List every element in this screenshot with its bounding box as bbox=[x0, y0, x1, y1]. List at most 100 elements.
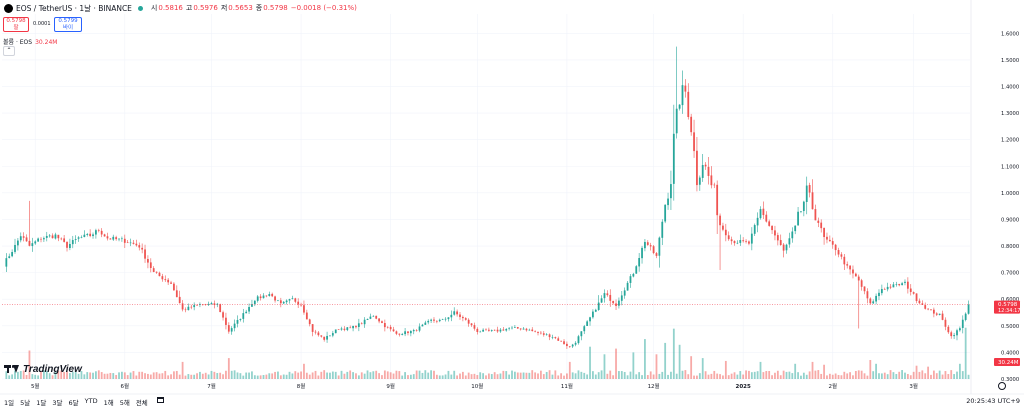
volume-bar bbox=[557, 375, 560, 379]
candle-body bbox=[285, 300, 288, 303]
volume-legend[interactable]: 볼륨 · EOS 30.24M bbox=[3, 37, 57, 46]
candle-body bbox=[464, 318, 467, 320]
volume-bar bbox=[204, 372, 207, 379]
sell-label: 팔 bbox=[13, 25, 19, 31]
volume-bar bbox=[173, 371, 175, 379]
candle-body bbox=[193, 305, 196, 308]
volume-bar bbox=[409, 374, 412, 379]
volume-bar bbox=[649, 371, 652, 379]
candle-body bbox=[86, 234, 89, 235]
volume-bar bbox=[658, 373, 661, 379]
volume-bar bbox=[808, 371, 811, 379]
range-button[interactable]: 5날 bbox=[20, 399, 31, 407]
candle-body bbox=[268, 294, 271, 296]
volume-bar bbox=[45, 371, 48, 379]
volume-bar bbox=[551, 374, 554, 379]
candle-body bbox=[646, 242, 649, 245]
volume-bar bbox=[499, 373, 502, 379]
volume-bar bbox=[938, 370, 941, 379]
price-axis[interactable]: 0.3000 0.4000 0.5000 0.6000 0.7000 0.8000 0.90… bbox=[1001, 31, 1019, 383]
candle-body bbox=[366, 318, 369, 320]
volume-bar bbox=[849, 372, 851, 379]
buy-button[interactable]: 0.5799 바이 bbox=[54, 17, 82, 32]
range-button[interactable]: YTD bbox=[84, 397, 98, 405]
volume-bar bbox=[97, 370, 100, 379]
clock[interactable]: 20:25:43 UTC+9 bbox=[966, 397, 1020, 405]
volume-bar bbox=[577, 370, 580, 379]
volume-bar bbox=[759, 361, 762, 379]
volume-bar bbox=[909, 375, 912, 379]
candle-body bbox=[852, 269, 854, 274]
volume-bar bbox=[941, 374, 944, 379]
candle-body bbox=[106, 236, 109, 239]
volume-bar bbox=[854, 371, 857, 379]
candle-body bbox=[828, 239, 831, 242]
candle-body bbox=[791, 231, 794, 239]
candle-body bbox=[722, 225, 724, 230]
time-tick-label: 10월 bbox=[471, 382, 483, 390]
calendar-icon[interactable] bbox=[156, 397, 164, 403]
volume-bar bbox=[28, 350, 31, 379]
range-button[interactable]: 1해 bbox=[103, 399, 114, 407]
range-selector: 1일 5날 1달 3달 6달 YTD 1해 5해 전체 bbox=[4, 397, 164, 407]
candle-body bbox=[438, 319, 441, 322]
candle-body bbox=[629, 276, 632, 283]
sell-price: 0.5798 bbox=[6, 18, 26, 24]
candle-body bbox=[644, 241, 646, 249]
candle-body bbox=[817, 220, 820, 223]
volume-bar bbox=[525, 372, 528, 379]
volume-bar bbox=[175, 370, 178, 379]
candle-body bbox=[225, 317, 227, 325]
time-tick-label: 9월 bbox=[386, 382, 395, 390]
volume-bar bbox=[129, 372, 132, 379]
range-button[interactable]: 3달 bbox=[52, 399, 63, 407]
range-button[interactable]: 1달 bbox=[36, 399, 47, 407]
volume-bar bbox=[459, 373, 461, 379]
range-button[interactable]: 5해 bbox=[119, 399, 130, 407]
volume-bar bbox=[83, 374, 86, 379]
candle-body bbox=[502, 329, 505, 331]
sell-button[interactable]: 0.5798 팔 bbox=[3, 17, 29, 32]
range-button[interactable]: 전체 bbox=[135, 399, 148, 407]
axis-settings-icon[interactable] bbox=[998, 382, 1006, 390]
candle-body bbox=[77, 237, 80, 239]
candle-body bbox=[883, 289, 886, 290]
volume-bar bbox=[872, 371, 875, 379]
candle-body bbox=[282, 301, 285, 304]
volume-bar bbox=[216, 373, 219, 379]
symbol-title[interactable]: EOS / TetherUS · 1날 · BINANCE bbox=[16, 3, 132, 13]
range-button[interactable]: 6달 bbox=[68, 399, 79, 407]
candle-body bbox=[412, 330, 415, 332]
candle-body bbox=[849, 265, 851, 270]
time-axis[interactable]: 5월 6월 7월 8월 9월 10월 11월 12월 2025 2월 3월 bbox=[31, 382, 918, 390]
volume-bar bbox=[609, 370, 612, 379]
volume-bar bbox=[236, 372, 239, 379]
candle-body bbox=[580, 331, 583, 337]
candle-body bbox=[958, 328, 961, 331]
candle-body bbox=[742, 240, 745, 242]
tradingview-logo[interactable]: TradingView bbox=[4, 362, 82, 376]
collapse-legend-button[interactable]: ⌃ bbox=[3, 46, 15, 56]
range-button[interactable]: 1일 bbox=[4, 399, 15, 407]
time-tick-label: 3월 bbox=[909, 382, 918, 390]
volume-bars bbox=[5, 327, 970, 379]
volume-bar bbox=[476, 375, 479, 379]
volume-bar bbox=[918, 371, 921, 379]
candle-body bbox=[404, 331, 406, 335]
volume-bar bbox=[444, 374, 447, 379]
volume-bar bbox=[568, 361, 571, 379]
volume-bar bbox=[11, 374, 14, 379]
candle-body bbox=[334, 329, 337, 334]
volume-bar bbox=[323, 370, 326, 379]
candle-body bbox=[802, 201, 805, 212]
price-tick-label: 0.5000 bbox=[1001, 324, 1019, 330]
volume-bar bbox=[51, 375, 54, 379]
volume-bar bbox=[866, 375, 869, 379]
candle-body bbox=[66, 241, 68, 248]
candle-body bbox=[308, 319, 311, 325]
candle-body bbox=[750, 233, 753, 244]
candle-body bbox=[401, 333, 404, 335]
candle-body bbox=[242, 313, 245, 319]
volume-bar bbox=[646, 375, 649, 379]
